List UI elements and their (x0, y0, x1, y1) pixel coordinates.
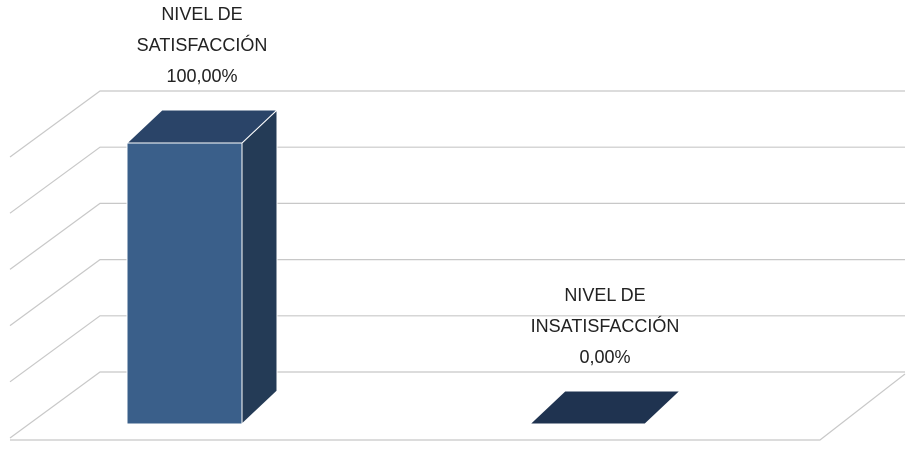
grid-line (9, 90, 905, 158)
bar-side (241, 108, 278, 426)
grid-line (9, 146, 905, 214)
floor-edge (10, 373, 906, 441)
label-text: NIVEL DE INSATISFACCIÓN (530, 285, 680, 336)
bar (528, 390, 682, 425)
data-label: NIVEL DE SATISFACCIÓN 100,00% (117, 0, 287, 92)
grid-line (9, 259, 905, 327)
grid-line (9, 202, 905, 270)
grid-line (9, 371, 905, 439)
label-text: NIVEL DE SATISFACCIÓN (136, 4, 268, 55)
bar (125, 108, 279, 426)
bar-top (528, 390, 682, 425)
grid-line (9, 315, 905, 383)
label-text: 100,00% (166, 66, 238, 86)
label-text: 0,00% (579, 347, 631, 367)
bar-front (126, 142, 243, 425)
data-label: NIVEL DE INSATISFACCIÓN 0,00% (520, 280, 690, 373)
